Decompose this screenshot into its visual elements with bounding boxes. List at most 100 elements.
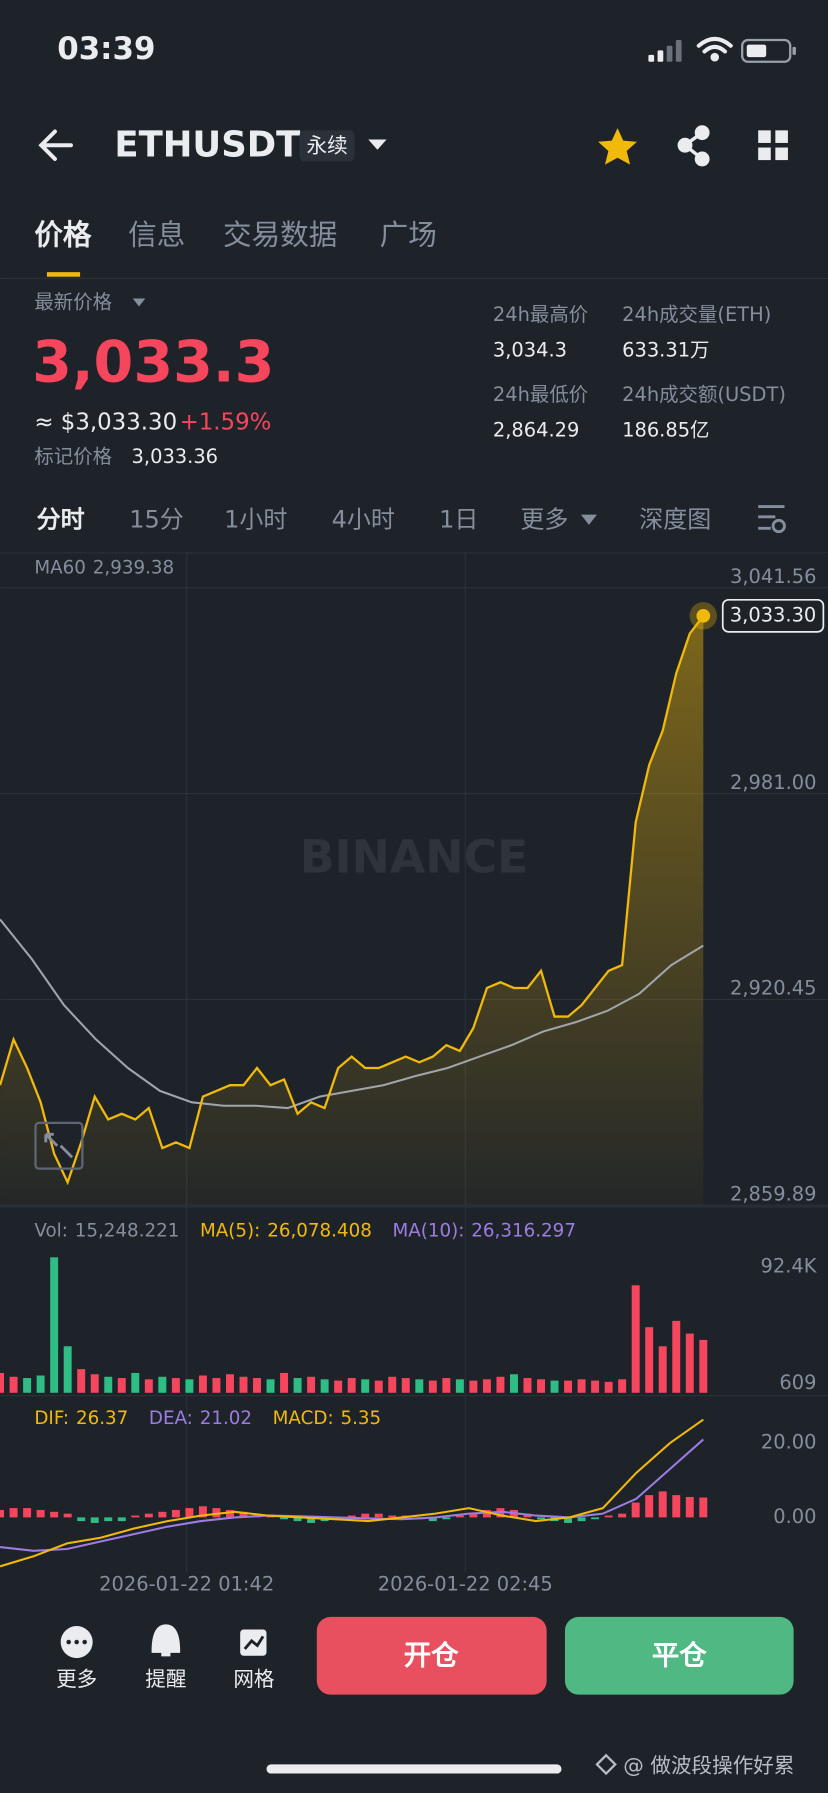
volume-bar bbox=[77, 1369, 86, 1393]
volume-bar bbox=[320, 1379, 329, 1393]
close-button[interactable] bbox=[564, 1616, 794, 1695]
watermark-logo bbox=[595, 1753, 617, 1776]
macd-bar bbox=[144, 1513, 153, 1518]
interval[interactable]: 1日 bbox=[439, 505, 478, 533]
last-price-label: 最新价格 bbox=[34, 291, 112, 314]
volume-bar bbox=[509, 1374, 518, 1393]
interval[interactable]: 15分 bbox=[129, 505, 184, 533]
volume-bar bbox=[523, 1378, 532, 1393]
indicator-name: MA(10): bbox=[392, 1221, 464, 1242]
tab[interactable]: 信息 bbox=[128, 218, 185, 252]
symbol-caret[interactable] bbox=[368, 139, 387, 150]
indicator-name: Vol: bbox=[34, 1221, 68, 1242]
signal-icon bbox=[648, 40, 682, 62]
indicator-name: DIF: bbox=[34, 1408, 69, 1429]
macd-bar bbox=[307, 1517, 316, 1523]
divider bbox=[0, 1395, 828, 1397]
price-box-label: 3,033.30 bbox=[730, 603, 817, 626]
ma60-name: MA60 bbox=[34, 557, 86, 578]
macd-bar bbox=[699, 1497, 708, 1518]
y-tick-label: 20.00 bbox=[761, 1431, 817, 1454]
grid-bot-icon[interactable] bbox=[240, 1629, 267, 1656]
clock: 03:39 bbox=[57, 31, 155, 67]
stat-label: 24h成交量(ETH) bbox=[622, 303, 771, 326]
tool-label[interactable]: 网格 bbox=[233, 1667, 275, 1691]
volume-bar bbox=[171, 1378, 180, 1393]
macd-bar bbox=[158, 1511, 167, 1518]
volume-bar bbox=[699, 1339, 708, 1393]
volume-bar bbox=[212, 1378, 221, 1393]
close-label[interactable]: 平仓 bbox=[652, 1640, 707, 1671]
macd-bar bbox=[225, 1509, 234, 1518]
macd-bar bbox=[537, 1517, 545, 1520]
volume-bar bbox=[117, 1378, 126, 1393]
macd-bar bbox=[90, 1517, 99, 1523]
volume-bar bbox=[185, 1379, 194, 1393]
tool-label[interactable]: 提醒 bbox=[145, 1667, 186, 1691]
tab[interactable]: 价格 bbox=[34, 218, 92, 252]
volume-bar bbox=[388, 1376, 397, 1393]
last-price: 3,033.3 bbox=[32, 330, 274, 396]
macd-bar bbox=[9, 1508, 18, 1518]
volume-bar bbox=[415, 1379, 424, 1393]
caret bbox=[132, 298, 146, 307]
macd-bar bbox=[0, 1509, 5, 1518]
volume-bar bbox=[144, 1379, 153, 1393]
interval[interactable]: 更多 bbox=[520, 505, 568, 533]
volume-bar bbox=[645, 1327, 654, 1393]
dif-line bbox=[0, 1418, 704, 1568]
chart-settings-icon[interactable] bbox=[758, 505, 786, 534]
expand-icon bbox=[44, 1132, 74, 1159]
tab[interactable]: 广场 bbox=[380, 218, 437, 252]
volume-bar bbox=[496, 1376, 505, 1393]
volume-bar bbox=[604, 1381, 613, 1393]
volume-bar bbox=[334, 1380, 343, 1393]
macd-bar bbox=[212, 1508, 221, 1518]
open-button[interactable] bbox=[316, 1616, 547, 1695]
macd-bar bbox=[239, 1511, 248, 1518]
indicator-value: 21.02 bbox=[200, 1408, 252, 1429]
stat-label: 24h最高价 bbox=[493, 303, 588, 326]
volume-bar bbox=[564, 1380, 573, 1393]
macd-bar bbox=[23, 1508, 32, 1518]
grid-menu-icon[interactable] bbox=[758, 130, 788, 161]
volume-bar bbox=[482, 1379, 491, 1393]
interval[interactable]: 深度图 bbox=[639, 505, 711, 533]
expand-button[interactable] bbox=[34, 1121, 84, 1170]
volume-bar bbox=[198, 1375, 207, 1393]
divider bbox=[0, 552, 828, 554]
indicator-legend: Vol: 15,248.221 MA(5): 26,078.408 MA(10): 26,… bbox=[34, 1221, 576, 1242]
interval[interactable]: 4小时 bbox=[332, 505, 395, 533]
last-price-dot bbox=[696, 608, 711, 623]
interval[interactable]: 1小时 bbox=[224, 505, 287, 533]
tool-label[interactable]: 更多 bbox=[56, 1667, 97, 1691]
indicator-value: 26,078.408 bbox=[267, 1221, 372, 1242]
macd-bar bbox=[564, 1517, 573, 1523]
open-label[interactable]: 开仓 bbox=[404, 1640, 459, 1671]
volume-bar bbox=[104, 1376, 113, 1393]
y-tick-label: 2,859.89 bbox=[730, 1182, 817, 1205]
macd-bar bbox=[469, 1513, 478, 1518]
macd-bar bbox=[198, 1506, 207, 1518]
volume-bar bbox=[618, 1379, 627, 1393]
stat-value: 633.31万 bbox=[622, 339, 709, 362]
interval[interactable]: 分时 bbox=[37, 505, 85, 533]
usd-price: ≈ $3,033.30 bbox=[34, 410, 177, 436]
macd-bar bbox=[117, 1517, 126, 1522]
stat-label: 24h成交额(USDT) bbox=[622, 383, 786, 406]
macd-bar bbox=[77, 1517, 86, 1522]
symbol[interactable]: ETHUSDT bbox=[114, 124, 300, 165]
share-icon[interactable] bbox=[677, 125, 710, 167]
chart-watermark: BINANCE bbox=[300, 830, 529, 883]
battery-icon bbox=[741, 38, 796, 63]
favorite-star[interactable] bbox=[598, 128, 637, 165]
back-button[interactable] bbox=[38, 129, 73, 161]
tab[interactable]: 交易数据 bbox=[223, 218, 337, 252]
alert-icon[interactable] bbox=[151, 1624, 181, 1657]
macd-bar bbox=[361, 1513, 370, 1518]
macd-bar bbox=[672, 1495, 681, 1518]
indicator-name: DEA: bbox=[149, 1408, 193, 1429]
ma60-line bbox=[0, 918, 704, 1110]
indicator-value: 15,248.221 bbox=[75, 1221, 180, 1242]
